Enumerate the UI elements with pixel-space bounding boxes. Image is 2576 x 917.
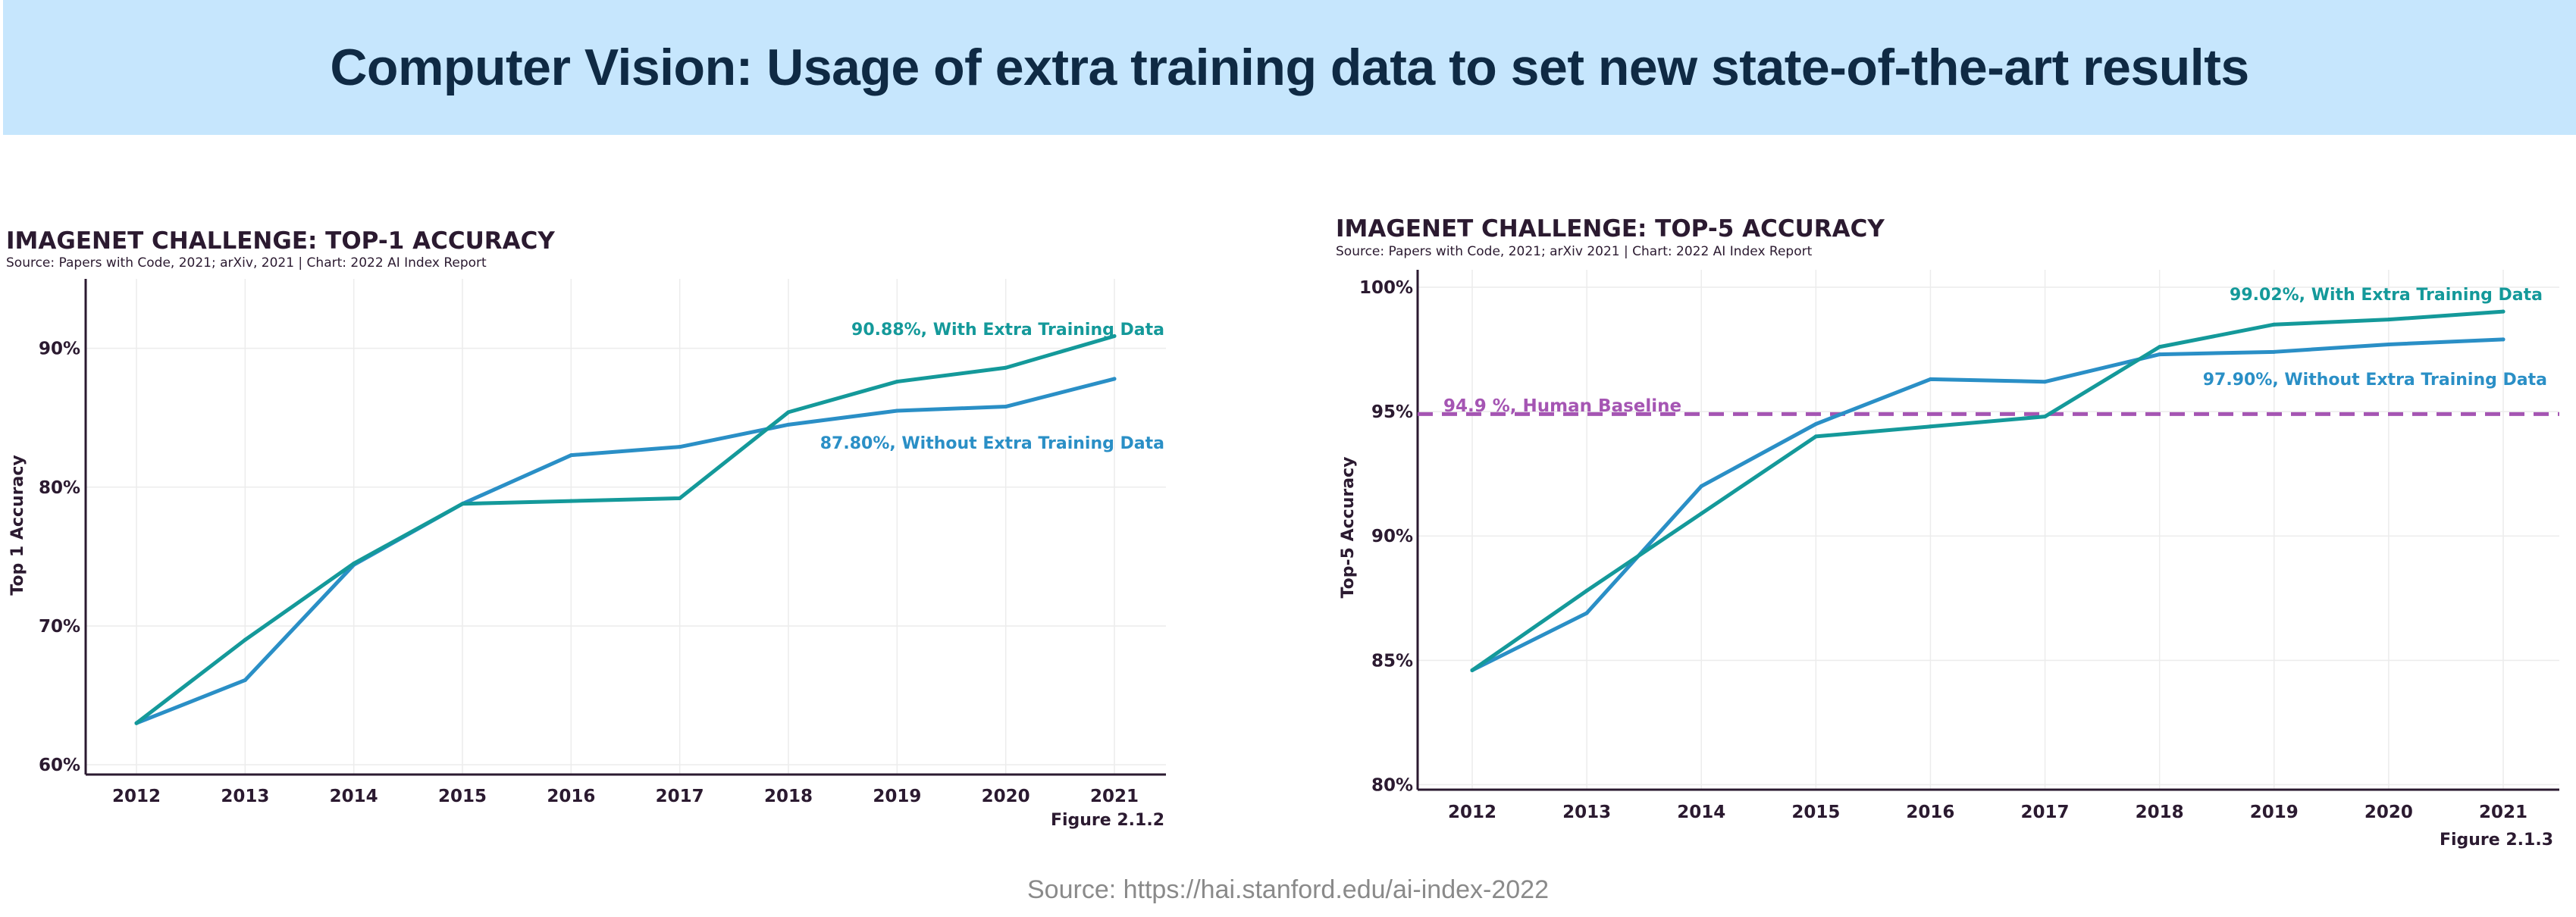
y-tick-label: 60%: [39, 756, 80, 775]
x-tick-label: 2018: [764, 787, 813, 806]
data-point-without-extra: [2043, 380, 2048, 384]
x-tick-label: 2019: [2250, 803, 2299, 822]
x-tick-label: 2015: [1791, 803, 1840, 822]
y-tick-label: 80%: [1371, 775, 1413, 795]
data-point-without-extra: [1004, 405, 1008, 409]
data-point-without-extra: [2158, 352, 2162, 357]
data-point-without-extra: [1584, 611, 1589, 615]
x-tick-label: 2017: [2021, 803, 2070, 822]
x-tick-label: 2013: [1562, 803, 1611, 822]
chart-title: IMAGENET CHALLENGE: TOP-5 ACCURACY: [1336, 215, 1885, 243]
data-point-with-extra: [2501, 309, 2505, 314]
x-tick-label: 2013: [221, 787, 269, 806]
series-line-with-extra: [134, 333, 1117, 725]
chart-1: IMAGENET CHALLENGE: TOP-1 ACCURACYSource…: [6, 227, 1166, 830]
chart-2: IMAGENET CHALLENGE: TOP-5 ACCURACYSource…: [1336, 215, 2559, 850]
x-tick-label: 2016: [547, 787, 595, 806]
x-tick-label: 2012: [112, 787, 161, 806]
data-point-without-extra: [1813, 422, 1818, 427]
data-point-with-extra: [569, 499, 573, 503]
data-point-with-extra: [786, 410, 791, 415]
chart-subtitle: Source: Papers with Code, 2021; arXiv, 2…: [6, 255, 487, 271]
data-point-without-extra: [2501, 337, 2505, 342]
data-point-without-extra: [1928, 377, 1932, 381]
data-point-with-extra: [2386, 318, 2391, 322]
x-tick-label: 2021: [1090, 787, 1139, 806]
data-point-without-extra: [786, 422, 791, 427]
data-point-with-extra: [1813, 434, 1818, 439]
series-end-label-with-extra: 99.02%, With Extra Training Data: [2230, 286, 2543, 305]
series-end-label-without-extra: 97.90%, Without Extra Training Data: [2203, 371, 2547, 390]
data-point-without-extra: [895, 408, 899, 413]
x-tick-label: 2017: [656, 787, 704, 806]
x-tick-label: 2012: [1448, 803, 1496, 822]
data-point-without-extra: [243, 678, 247, 682]
series-line-without-extra: [1470, 337, 2505, 672]
chart-subtitle: Source: Papers with Code, 2021; arXiv 20…: [1336, 244, 1813, 259]
x-tick-label: 2014: [1677, 803, 1725, 822]
x-tick-label: 2015: [438, 787, 487, 806]
y-tick-label: 95%: [1371, 402, 1413, 422]
y-tick-label: 90%: [39, 340, 80, 359]
data-point-with-extra: [352, 562, 356, 566]
data-point-with-extra: [1699, 512, 1703, 516]
figure-label: Figure 2.1.2: [1051, 811, 1164, 830]
y-tick-label: 100%: [1359, 278, 1413, 298]
x-tick-label: 2014: [330, 787, 378, 806]
page-title: Computer Vision: Usage of extra training…: [330, 39, 2249, 96]
data-point-with-extra: [1584, 588, 1589, 593]
x-tick-label: 2020: [982, 787, 1030, 806]
series-line-with-extra: [1470, 309, 2505, 672]
human-baseline-label: 94.9 %, Human Baseline: [1443, 396, 1681, 416]
data-point-with-extra: [243, 637, 247, 642]
data-point-with-extra: [2043, 415, 2048, 419]
data-point-with-extra: [1470, 668, 1474, 672]
x-tick-label: 2020: [2364, 803, 2413, 822]
title-banner: Computer Vision: Usage of extra training…: [3, 0, 2576, 135]
x-tick-label: 2021: [2479, 803, 2527, 822]
data-point-with-extra: [2158, 345, 2162, 349]
series-end-label-with-extra: 90.88%, With Extra Training Data: [851, 321, 1164, 340]
y-tick-label: 70%: [39, 617, 80, 637]
chart-title: IMAGENET CHALLENGE: TOP-1 ACCURACY: [6, 227, 555, 255]
data-point-with-extra: [2272, 322, 2277, 327]
y-axis-label: Top-5 Accuracy: [1339, 457, 1358, 599]
series-line-without-extra: [134, 377, 1117, 725]
y-tick-label: 90%: [1371, 527, 1413, 546]
figure-label: Figure 2.1.3: [2440, 831, 2553, 850]
data-point-with-extra: [1112, 333, 1117, 338]
data-point-with-extra: [1928, 424, 1932, 429]
y-tick-label: 85%: [1371, 651, 1413, 671]
data-point-with-extra: [134, 721, 139, 725]
x-tick-label: 2016: [1906, 803, 1954, 822]
data-point-with-extra: [460, 502, 465, 506]
y-axis-label: Top 1 Accuracy: [8, 455, 27, 595]
data-point-with-extra: [895, 380, 899, 384]
data-point-without-extra: [678, 445, 682, 449]
data-point-without-extra: [569, 453, 573, 458]
data-point-without-extra: [1112, 377, 1117, 381]
x-tick-label: 2019: [873, 787, 921, 806]
data-point-without-extra: [2386, 342, 2391, 346]
data-point-without-extra: [1699, 484, 1703, 489]
source-footer: Source: https://hai.stanford.edu/ai-inde…: [1027, 875, 1549, 904]
data-point-without-extra: [2272, 349, 2277, 354]
y-tick-label: 80%: [39, 478, 80, 498]
data-point-with-extra: [678, 496, 682, 500]
x-tick-label: 2018: [2136, 803, 2184, 822]
data-point-with-extra: [1004, 365, 1008, 370]
series-end-label-without-extra: 87.80%, Without Extra Training Data: [820, 434, 1164, 453]
